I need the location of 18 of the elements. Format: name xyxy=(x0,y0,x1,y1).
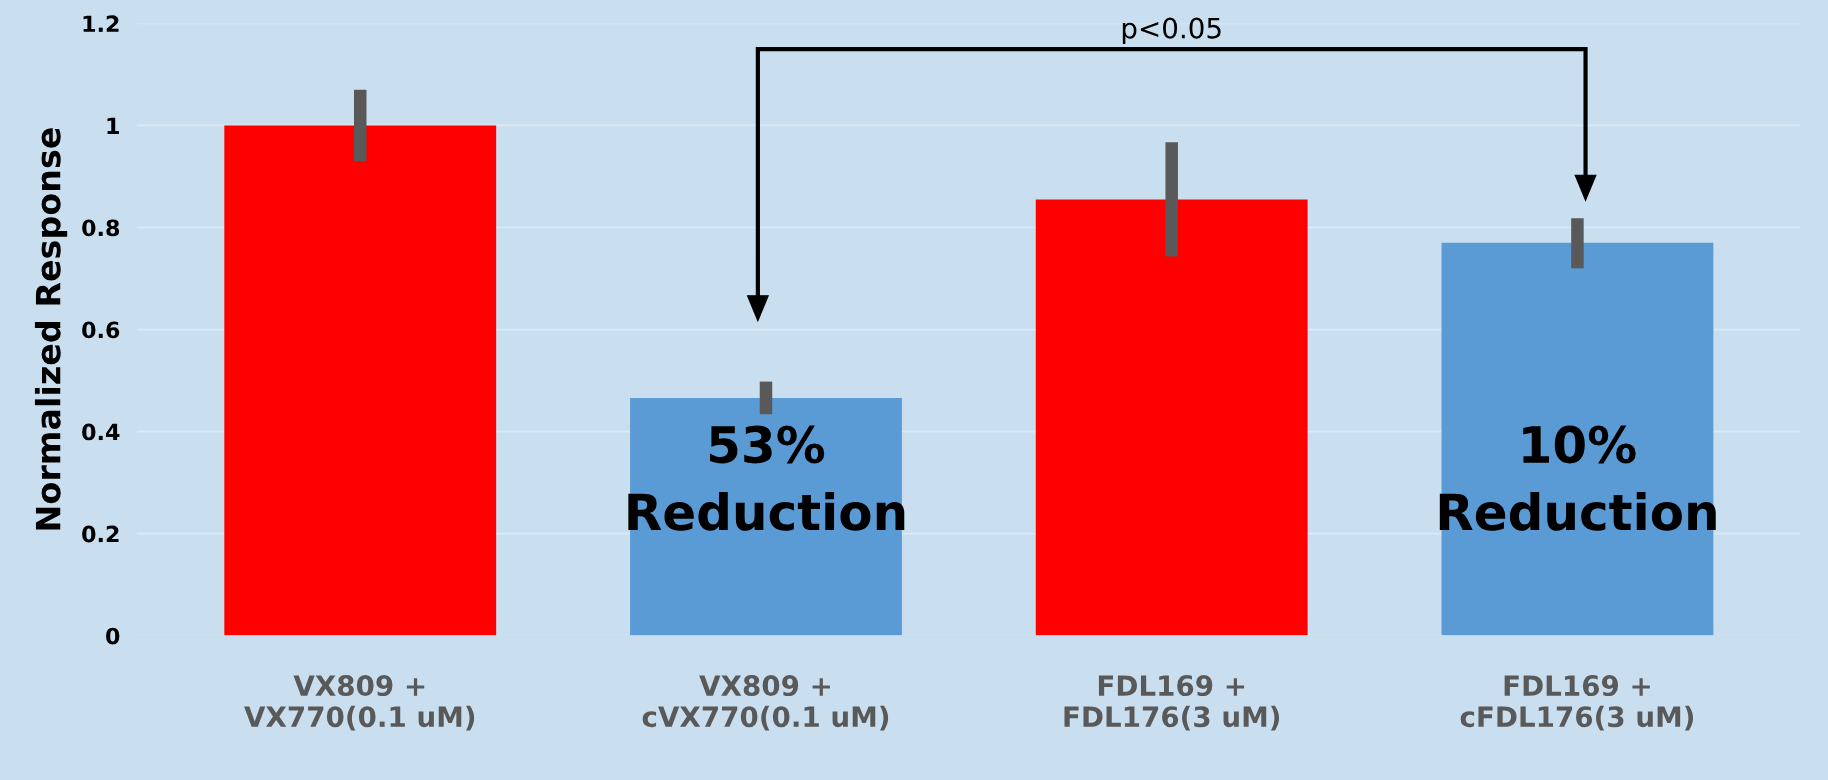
x-tick-label: FDL169 + cFDL176(3 uM) xyxy=(1460,675,1694,731)
annotation: 53% Reduction xyxy=(628,425,905,531)
y-tick-label: 1.2 xyxy=(83,15,119,32)
y-tick-label: 0.2 xyxy=(82,525,119,543)
bar xyxy=(1441,242,1714,636)
y-tick-label: 0.6 xyxy=(82,321,120,339)
annotation: 10% Reduction xyxy=(1439,425,1716,531)
y-tick-label: 0.8 xyxy=(82,219,120,237)
y-axis-title: Normalized Response xyxy=(34,128,68,530)
x-tick-label: VX809 + cVX770(0.1 uM) xyxy=(642,675,889,731)
y-tick-label: 0 xyxy=(106,627,120,645)
bar xyxy=(1035,199,1308,636)
y-tick-label: 1 xyxy=(107,117,119,134)
annotation: p<0.05 xyxy=(1122,17,1221,45)
bar xyxy=(224,125,497,636)
x-tick-label: FDL169 + FDL176(3 uM) xyxy=(1064,675,1280,731)
x-tick-label: VX809 + VX770(0.1 uM) xyxy=(244,675,475,731)
y-tick-label: 0.4 xyxy=(82,423,120,441)
